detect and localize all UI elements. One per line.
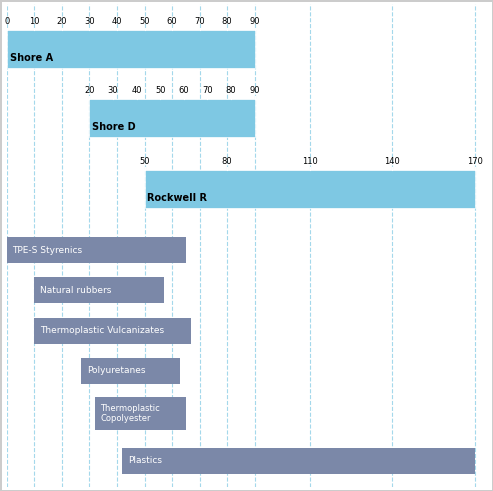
FancyBboxPatch shape bbox=[89, 99, 255, 136]
Text: Shore D: Shore D bbox=[92, 122, 136, 132]
Text: Natural rubbers: Natural rubbers bbox=[40, 286, 111, 295]
FancyBboxPatch shape bbox=[7, 237, 186, 263]
FancyBboxPatch shape bbox=[35, 277, 164, 303]
Text: 170: 170 bbox=[467, 157, 483, 166]
Text: 0: 0 bbox=[4, 17, 9, 27]
Text: 20: 20 bbox=[57, 17, 67, 27]
Text: 70: 70 bbox=[194, 17, 205, 27]
Text: 90: 90 bbox=[249, 17, 260, 27]
FancyBboxPatch shape bbox=[122, 448, 475, 474]
Text: 50: 50 bbox=[139, 17, 150, 27]
FancyBboxPatch shape bbox=[144, 170, 475, 208]
Text: 30: 30 bbox=[84, 17, 95, 27]
Text: 40: 40 bbox=[112, 17, 122, 27]
Text: 40: 40 bbox=[132, 86, 142, 95]
Text: 50: 50 bbox=[155, 86, 166, 95]
Text: 10: 10 bbox=[29, 17, 39, 27]
Text: 90: 90 bbox=[249, 86, 260, 95]
FancyBboxPatch shape bbox=[81, 358, 180, 384]
FancyBboxPatch shape bbox=[95, 397, 186, 430]
Text: Rockwell R: Rockwell R bbox=[147, 193, 207, 203]
FancyBboxPatch shape bbox=[7, 30, 255, 68]
Text: 60: 60 bbox=[178, 86, 189, 95]
Text: 110: 110 bbox=[302, 157, 317, 166]
Text: 80: 80 bbox=[226, 86, 237, 95]
FancyBboxPatch shape bbox=[35, 318, 191, 344]
Text: 50: 50 bbox=[139, 157, 150, 166]
Text: 60: 60 bbox=[167, 17, 177, 27]
Text: Plastics: Plastics bbox=[128, 456, 162, 465]
Text: 70: 70 bbox=[202, 86, 213, 95]
Text: Thermoplastic
Copolyester: Thermoplastic Copolyester bbox=[101, 404, 160, 423]
Text: 140: 140 bbox=[385, 157, 400, 166]
Text: Polyuretanes: Polyuretanes bbox=[87, 366, 145, 376]
Text: Shore A: Shore A bbox=[9, 54, 53, 63]
Text: Thermoplastic Vulcanizates: Thermoplastic Vulcanizates bbox=[40, 326, 164, 335]
Text: 30: 30 bbox=[108, 86, 118, 95]
Text: 20: 20 bbox=[84, 86, 95, 95]
Text: TPE-S Styrenics: TPE-S Styrenics bbox=[12, 246, 82, 255]
Text: 80: 80 bbox=[222, 17, 233, 27]
Text: 80: 80 bbox=[222, 157, 233, 166]
